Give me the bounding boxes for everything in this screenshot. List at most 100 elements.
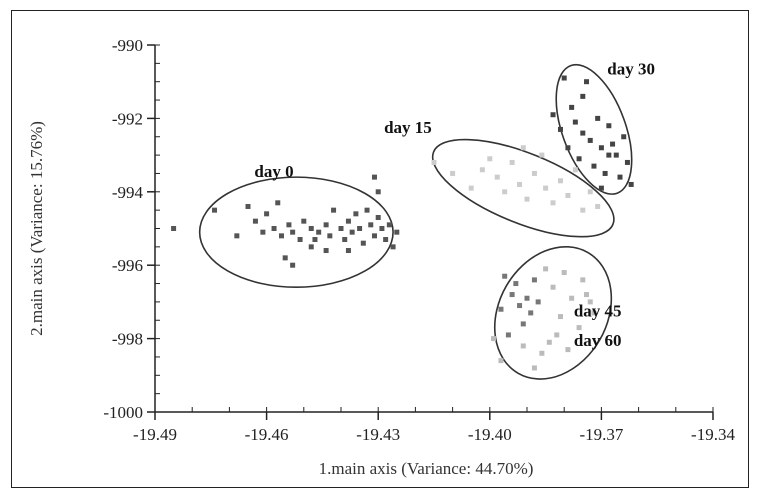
data-point	[580, 93, 586, 99]
data-point	[386, 222, 392, 228]
data-point	[584, 79, 590, 85]
data-point	[357, 226, 363, 231]
data-point	[364, 207, 370, 213]
data-point	[360, 240, 366, 246]
data-point	[375, 214, 381, 220]
data-point	[613, 152, 619, 158]
group-ellipse	[493, 245, 613, 380]
data-point	[502, 273, 508, 279]
x-tick-label: -19.40	[468, 425, 512, 444]
data-point	[390, 244, 396, 250]
data-point	[550, 284, 556, 290]
data-point	[569, 104, 575, 110]
data-point	[271, 226, 277, 231]
data-point	[524, 196, 530, 202]
group-labels: day 0 day 15 day 30 day 45 day 60	[254, 59, 655, 350]
y-axis-title: 2.main axis (Variance: 15.76%)	[27, 121, 46, 336]
y-tick-label: -992	[112, 109, 143, 128]
data-point	[502, 189, 508, 195]
data-point	[517, 303, 523, 309]
data-point	[468, 185, 474, 191]
data-point	[621, 134, 627, 140]
data-point	[312, 237, 318, 243]
group-ellipse	[198, 176, 394, 289]
data-point	[345, 248, 351, 254]
data-point	[557, 126, 563, 132]
data-point	[576, 156, 582, 162]
figure-frame	[11, 10, 749, 488]
y-tick-label: -994	[112, 183, 144, 202]
data-point	[528, 310, 534, 316]
data-point	[543, 266, 549, 272]
data-point	[245, 203, 251, 209]
data-point	[624, 159, 630, 165]
data-point	[595, 115, 601, 121]
x-tick-label: -19.34	[691, 425, 735, 444]
data-point	[331, 207, 337, 213]
data-point	[535, 299, 541, 305]
axes: -990 -992 -994 -996 -998 -1000 -19.49 -19.46 -19…	[27, 36, 735, 478]
data-point	[316, 229, 322, 235]
data-point	[531, 277, 537, 283]
data-point	[323, 222, 329, 228]
data-point	[327, 233, 333, 239]
data-point	[383, 237, 389, 243]
data-point	[539, 350, 545, 356]
data-point	[580, 207, 586, 213]
data-point	[494, 174, 500, 180]
data-point	[345, 218, 351, 224]
data-point	[323, 248, 329, 254]
data-point	[513, 281, 519, 287]
data-point	[539, 152, 545, 158]
data-point	[498, 358, 504, 364]
data-point	[371, 233, 377, 239]
data-point	[587, 137, 593, 143]
data-point	[531, 170, 537, 176]
data-point	[587, 189, 593, 195]
group-label: day 30	[607, 59, 655, 78]
data-point	[509, 292, 515, 298]
x-tick-label: -19.49	[133, 425, 177, 444]
data-point	[598, 145, 604, 151]
data-point	[520, 343, 526, 349]
data-point	[580, 130, 586, 136]
data-point	[297, 237, 303, 243]
data-point	[587, 299, 593, 305]
data-point	[576, 325, 582, 331]
data-point	[531, 365, 537, 371]
group-ellipses	[198, 63, 633, 380]
data-point	[431, 159, 437, 165]
data-point	[550, 112, 556, 118]
data-point	[561, 270, 567, 276]
data-point	[349, 229, 355, 235]
data-point	[394, 229, 400, 235]
data-point	[264, 211, 270, 217]
data-point	[450, 170, 456, 176]
data-point	[491, 336, 497, 342]
y-tick-label: -998	[112, 330, 143, 349]
data-point	[498, 306, 504, 312]
data-point	[278, 233, 284, 239]
data-point	[487, 156, 493, 162]
data-point	[338, 226, 344, 231]
group-label: day 15	[384, 118, 432, 137]
data-point	[517, 181, 523, 187]
data-point	[505, 332, 511, 338]
data-point	[550, 200, 556, 206]
data-point	[561, 75, 567, 81]
group-ellipse	[431, 138, 615, 238]
data-point	[171, 226, 177, 231]
data-point	[572, 119, 578, 125]
data-point	[580, 277, 586, 283]
group-label: day 60	[574, 331, 622, 350]
data-point	[479, 167, 485, 173]
group-ellipse	[555, 63, 633, 195]
group-label: day 45	[574, 302, 622, 321]
data-point	[509, 159, 515, 165]
data-point	[606, 123, 612, 129]
data-point	[598, 185, 604, 191]
x-axis-title: 1.main axis (Variance: 44.70%)	[319, 459, 534, 478]
data-point	[595, 203, 601, 209]
x-tick-label: -19.43	[356, 425, 400, 444]
data-point	[591, 163, 597, 169]
